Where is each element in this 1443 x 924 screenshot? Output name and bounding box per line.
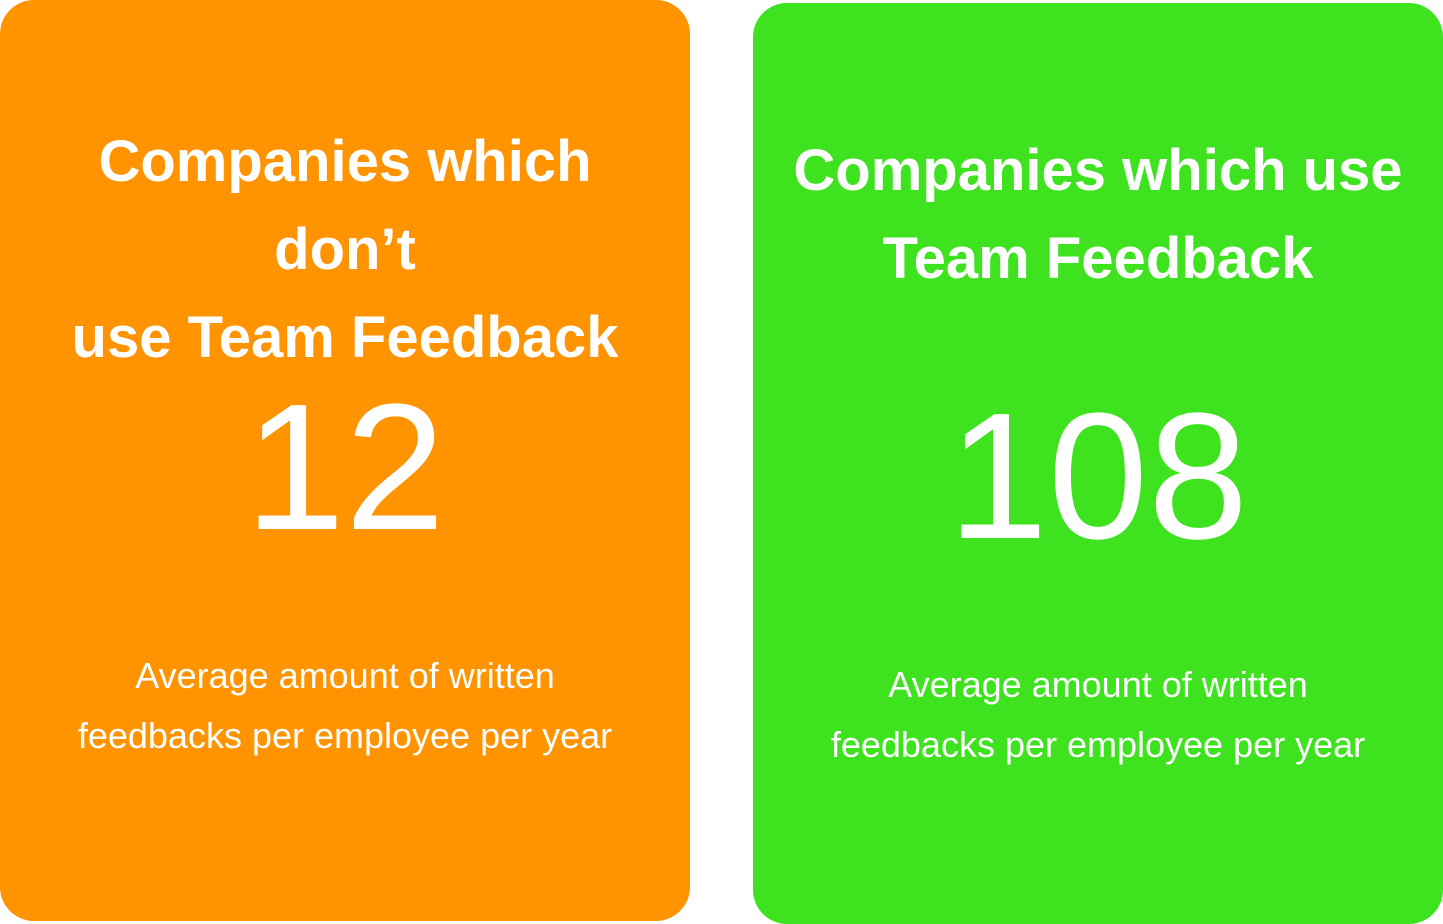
card-without-team-feedback: Companies which don’t use Team Feedback … [0, 0, 690, 921]
card-title: Companies which use Team Feedback [773, 127, 1423, 303]
card-caption-line-1: Average amount of written [135, 655, 555, 696]
card-title-line-1: Companies which use [793, 138, 1403, 203]
card-caption-line-1: Average amount of written [888, 664, 1308, 705]
card-title-line-2: Team Feedback [882, 226, 1314, 291]
card-caption: Average amount of written feedbacks per … [20, 646, 670, 766]
card-title-line-1: Companies which don’t [98, 129, 592, 282]
card-value: 12 [244, 367, 446, 568]
card-caption-line-2: feedbacks per employee per year [830, 724, 1366, 765]
card-value: 108 [947, 376, 1249, 577]
card-caption: Average amount of written feedbacks per … [773, 655, 1423, 775]
card-title: Companies which don’t use Team Feedback [20, 118, 670, 382]
card-with-team-feedback: Companies which use Team Feedback 108 Av… [753, 3, 1443, 924]
card-title-line-2: use Team Feedback [71, 305, 619, 370]
card-caption-line-2: feedbacks per employee per year [77, 715, 613, 756]
